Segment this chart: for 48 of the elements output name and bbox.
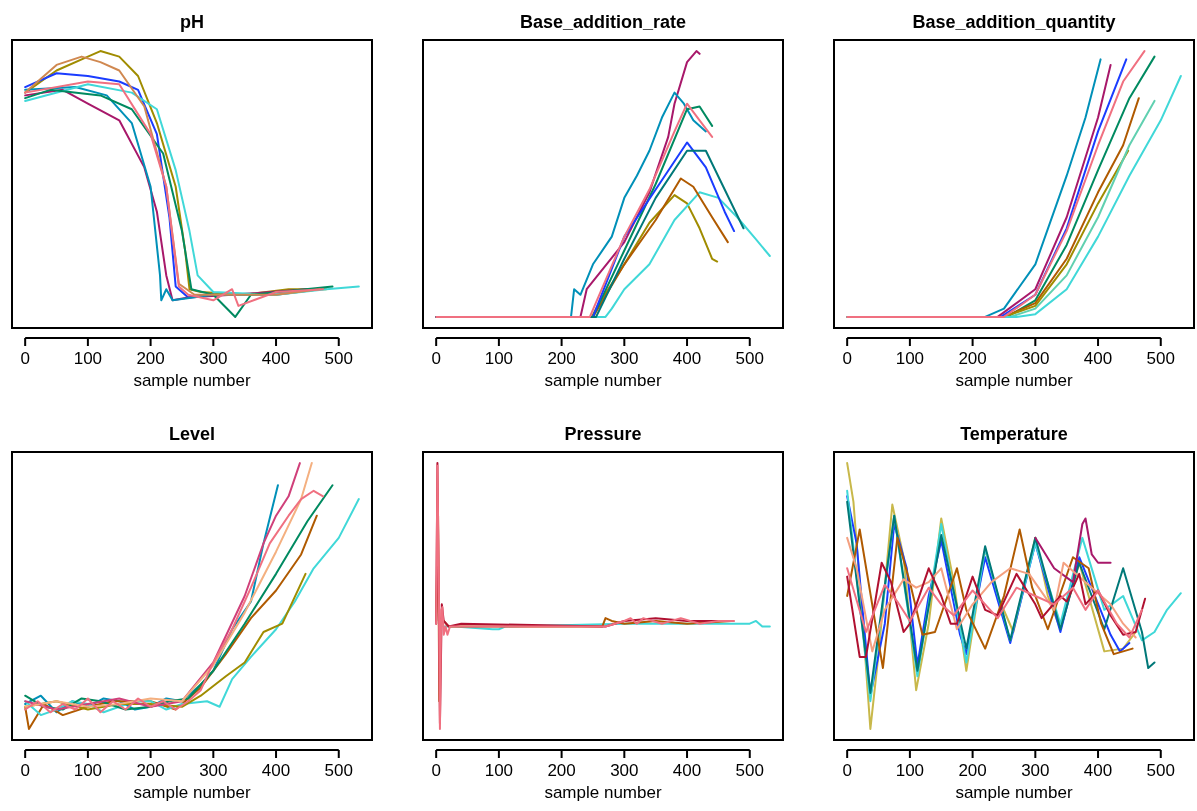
- x-tick-label: 300: [199, 349, 228, 368]
- x-tick-label: 0: [20, 761, 30, 780]
- x-tick-label: 100: [73, 761, 103, 780]
- x-tick-label: 300: [199, 761, 228, 780]
- x-tick-label: 0: [431, 349, 441, 368]
- x-tick-label: 500: [1146, 761, 1175, 780]
- x-tick-label: 100: [73, 349, 103, 368]
- x-tick-label: 100: [484, 349, 514, 368]
- chart-title: Level: [168, 424, 216, 444]
- chart-title: Temperature: [960, 424, 1068, 444]
- x-tick-label: 100: [484, 761, 514, 780]
- x-tick-label: 400: [1083, 349, 1113, 368]
- x-tick-label: 400: [672, 761, 702, 780]
- x-tick-label: 200: [547, 761, 576, 780]
- x-tick-label: 200: [136, 349, 165, 368]
- x-tick-label: 400: [261, 349, 291, 368]
- x-tick-label: 300: [1021, 761, 1050, 780]
- x-tick-label: 300: [610, 761, 639, 780]
- x-tick-label: 400: [672, 349, 702, 368]
- x-axis-title: sample number: [955, 783, 1073, 802]
- chart-title: Pressure: [564, 424, 642, 444]
- x-tick-label: 500: [324, 349, 353, 368]
- x-tick-label: 200: [136, 761, 165, 780]
- x-axis-title: sample number: [133, 371, 251, 390]
- x-tick-label: 300: [1021, 349, 1050, 368]
- x-tick-label: 400: [261, 761, 291, 780]
- x-axis-title: sample number: [955, 371, 1073, 390]
- x-tick-label: 0: [20, 349, 30, 368]
- chart-title: pH: [180, 12, 204, 32]
- x-tick-label: 0: [842, 349, 852, 368]
- x-tick-label: 100: [895, 349, 925, 368]
- x-tick-label: 0: [431, 761, 441, 780]
- x-tick-label: 500: [1146, 349, 1175, 368]
- x-tick-label: 200: [547, 349, 576, 368]
- x-tick-label: 400: [1083, 761, 1113, 780]
- x-tick-label: 200: [958, 349, 987, 368]
- x-tick-label: 500: [324, 761, 353, 780]
- x-tick-label: 300: [610, 349, 639, 368]
- x-tick-label: 500: [735, 349, 764, 368]
- x-tick-label: 200: [958, 761, 987, 780]
- x-tick-label: 100: [895, 761, 925, 780]
- x-axis-title: sample number: [544, 783, 662, 802]
- x-tick-label: 0: [842, 761, 852, 780]
- chart-title: Base_addition_quantity: [912, 12, 1116, 32]
- x-axis-title: sample number: [133, 783, 251, 802]
- x-tick-label: 500: [735, 761, 764, 780]
- x-axis-title: sample number: [544, 371, 662, 390]
- chart-title: Base_addition_rate: [519, 12, 687, 32]
